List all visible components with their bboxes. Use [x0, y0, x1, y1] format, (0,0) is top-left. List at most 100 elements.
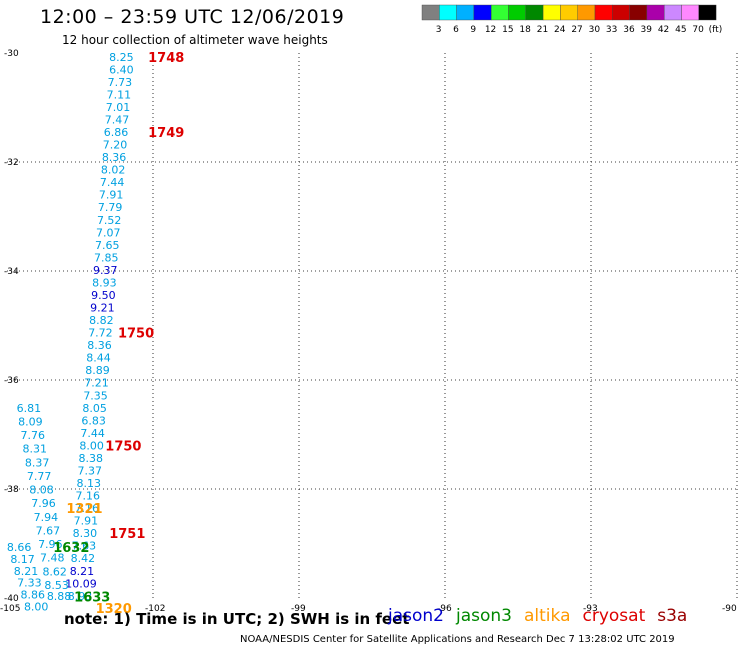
data-point-label: 7.16	[75, 502, 100, 515]
data-point-label: 7.20	[103, 139, 128, 152]
data-point-label: 8.93	[68, 590, 93, 603]
pass-time-label: 1748	[148, 51, 184, 66]
legend-label: 42	[658, 25, 669, 35]
data-point-label: 7.44	[100, 176, 125, 189]
data-point-label: 8.17	[10, 553, 35, 566]
data-point-label: 7.96	[38, 538, 63, 551]
footer-credit: NOAA/NESDIS Center for Satellite Applica…	[240, 634, 675, 645]
legend-label: 33	[606, 25, 617, 35]
legend-label: 30	[589, 25, 601, 35]
legend-swatch	[473, 4, 492, 21]
footer-note: note: 1) Time is in UTC; 2) SWH is in fe…	[64, 610, 410, 628]
legend-swatch	[664, 4, 682, 21]
y-tick-label: -32	[4, 158, 19, 168]
data-point-label: 7.96	[31, 497, 56, 510]
data-point-label: 7.73	[108, 76, 133, 89]
satellite-cryosat: cryosat	[582, 606, 646, 626]
axes: -30 -32 -34 -36 -38 -40-105 -102 -99 -96 -93 -90	[0, 49, 737, 614]
data-point-label: 7.01	[106, 101, 131, 114]
data-point-label: 8.21	[70, 565, 95, 578]
data-point-label: 6.40	[109, 63, 134, 76]
data-point-label: 7.47	[105, 113, 130, 126]
data-point-label: 7.63	[72, 540, 97, 553]
legend-label: 6	[453, 25, 459, 35]
legend-swatch	[681, 4, 699, 21]
legend-label: 9	[470, 25, 476, 35]
data-point-label: 10.09	[65, 577, 97, 590]
data-point-label: 7.77	[27, 470, 52, 483]
y-tick-label: -38	[4, 485, 19, 495]
data-points: 8.256.407.737.117.017.476.867.208.368.02…	[7, 51, 134, 614]
color-legend: 3 6 9 12 15 18 21 24 27 30 33 36 39 42 45 70 (ft)	[421, 4, 723, 35]
legend-swatch	[542, 4, 561, 21]
data-point-label: 7.76	[21, 429, 46, 442]
pass-time-label: 1320	[96, 602, 132, 617]
satellite-jason3: jason3	[456, 606, 512, 626]
page-subtitle: 12 hour collection of altimeter wave hei…	[62, 33, 328, 47]
x-tick-label: -105	[0, 604, 20, 614]
data-point-label: 8.21	[14, 565, 39, 578]
y-tick-label: -34	[4, 267, 19, 277]
data-point-label: 7.35	[83, 389, 108, 402]
satellite-legend: jason2 jason3 altika cryosat s3a	[388, 606, 699, 626]
data-point-label: 8.08	[29, 484, 54, 497]
data-point-label: 8.25	[109, 51, 134, 64]
legend-swatch	[525, 4, 544, 21]
data-point-label: 7.07	[96, 226, 121, 239]
pass-time-label: 1633	[74, 590, 110, 605]
legend-swatch	[646, 4, 665, 21]
data-point-label: 8.02	[101, 164, 126, 177]
legend-label: 39	[641, 25, 653, 35]
data-point-label: 8.36	[102, 151, 127, 164]
legend-label: (ft)	[709, 25, 723, 35]
satellite-jason2: jason2	[388, 606, 444, 626]
data-point-label: 7.16	[76, 490, 101, 503]
data-point-label: 7.37	[77, 464, 102, 477]
data-point-label: 8.00	[24, 601, 49, 614]
pass-time-label: 1751	[109, 527, 145, 542]
data-point-label: 8.53	[44, 579, 69, 592]
x-tick-label: -93	[583, 604, 598, 614]
x-tick-label: -102	[145, 604, 165, 614]
data-point-label: 7.91	[74, 515, 99, 528]
y-tick-label: -40	[4, 594, 19, 604]
data-point-label: 6.86	[104, 126, 129, 139]
pass-time-label: 1749	[148, 126, 184, 141]
data-point-label: 7.85	[94, 251, 119, 264]
legend-swatch	[560, 4, 578, 21]
data-point-label: 7.91	[99, 189, 124, 202]
data-point-label: 7.65	[95, 239, 120, 252]
data-point-label: 8.89	[85, 364, 110, 377]
legend-swatch	[491, 4, 509, 21]
data-point-label: 8.62	[42, 565, 67, 578]
data-point-label: 8.05	[82, 402, 107, 415]
data-point-label: 8.13	[77, 477, 102, 490]
legend-swatch	[439, 4, 457, 21]
legend-label: 36	[623, 25, 635, 35]
legend-label: 18	[519, 25, 531, 35]
legend-label: 24	[554, 25, 566, 35]
data-point-label: 7.44	[80, 427, 105, 440]
data-point-label: 8.37	[25, 456, 50, 469]
legend-swatch	[508, 4, 526, 21]
legend-swatch	[594, 4, 613, 21]
data-point-label: 7.11	[107, 88, 132, 101]
data-point-label: 7.79	[98, 201, 123, 214]
legend-label: 15	[502, 25, 513, 35]
legend-swatch	[577, 4, 596, 21]
data-point-label: 8.66	[7, 541, 32, 554]
legend-swatch	[456, 4, 475, 21]
legend-swatch	[629, 4, 648, 21]
data-point-label: 7.72	[88, 327, 113, 340]
data-point-label: 8.42	[71, 552, 96, 565]
pass-time-label: 1632	[53, 541, 89, 556]
data-point-label: 9.37	[93, 264, 118, 277]
pass-time-label: 1321	[66, 502, 102, 517]
data-point-label: 8.93	[92, 276, 117, 289]
pass-time-label: 1750	[118, 327, 154, 342]
legend-label: 12	[485, 25, 496, 35]
legend-label: 3	[436, 25, 442, 35]
data-point-label: 8.44	[86, 352, 111, 365]
